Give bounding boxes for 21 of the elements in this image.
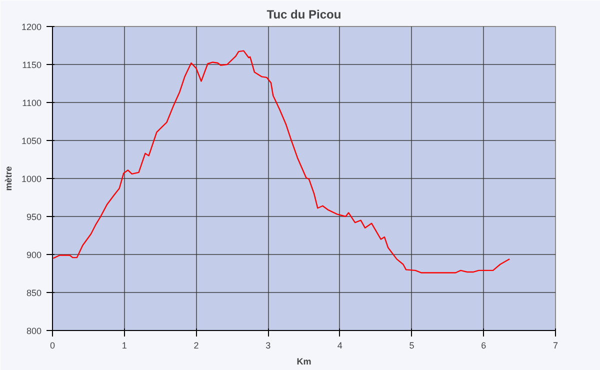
y-tick-label: 1050 [21, 136, 42, 146]
x-tick-label: 0 [50, 340, 56, 350]
x-tick-label: 4 [337, 340, 342, 350]
x-tick-label: 5 [409, 340, 414, 350]
x-tick-label: 2 [194, 340, 199, 350]
y-tick-label: 900 [26, 250, 42, 260]
y-tick-label: 1100 [22, 98, 42, 108]
y-tick-label: 1200 [21, 22, 42, 32]
y-axis-title: mètre [3, 166, 14, 191]
y-tick-label: 950 [26, 212, 42, 222]
x-axis-title: Km [296, 356, 312, 366]
x-tick-label: 7 [552, 340, 558, 350]
y-tick-label: 1000 [21, 174, 42, 184]
y-tick-label: 850 [26, 288, 42, 298]
x-tick-label: 3 [266, 340, 271, 350]
x-tick-label: 6 [481, 340, 486, 350]
chart-title: Tuc du Picou [266, 8, 342, 22]
y-tick-label: 800 [26, 326, 42, 336]
line-series [52, 50, 510, 274]
y-tick-label: 1150 [22, 60, 42, 70]
x-tick-label: 1 [122, 340, 127, 350]
